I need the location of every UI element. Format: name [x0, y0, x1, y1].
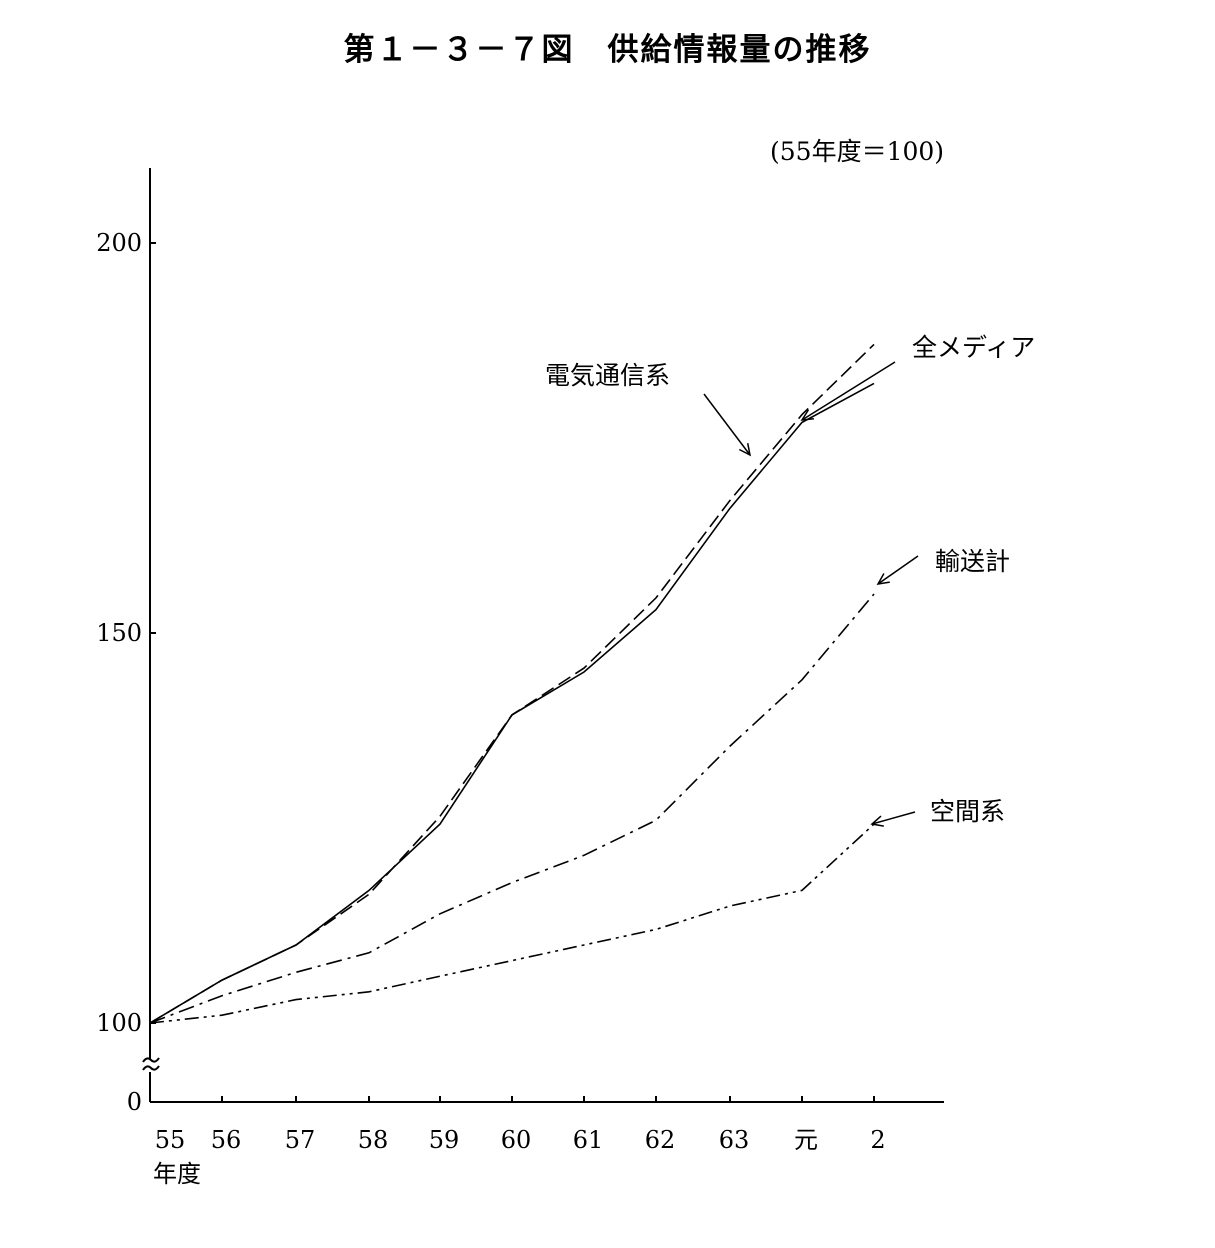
- axes: [142, 168, 944, 1103]
- y-tick-label: 200: [96, 229, 142, 257]
- x-tick-label: 59: [429, 1126, 460, 1154]
- x-tick-label: 60: [501, 1126, 532, 1154]
- chart-title: 第１－３－７図 供給情報量の推移: [343, 32, 872, 68]
- x-tick-label: 62: [645, 1126, 676, 1154]
- arrowhead: [870, 815, 884, 827]
- x-tick-label: 57: [285, 1126, 316, 1154]
- label-pointer-arrow: [801, 361, 896, 421]
- y-tick-label: 150: [96, 619, 142, 647]
- series-label: 電気通信系: [545, 361, 670, 390]
- series-line: [149, 823, 875, 1024]
- arrowhead: [800, 409, 814, 421]
- series-line: [149, 382, 875, 1024]
- arrowhead: [738, 443, 752, 457]
- x-tick-label: 61: [573, 1126, 604, 1154]
- series-label: 輸送計: [935, 547, 1010, 576]
- series-label: 空間系: [930, 797, 1005, 826]
- y-tick-label: 0: [127, 1088, 142, 1116]
- series-lines: [149, 343, 875, 1024]
- label-pointer-arrow: [877, 555, 919, 585]
- series-line: [149, 343, 875, 1024]
- x-tick-label: 58: [358, 1126, 389, 1154]
- axis-ticks: 200 150 100 0 55 56 57 58 59 60 61 62 63 元 2 年度: [96, 229, 885, 1188]
- axis-break-mark: [142, 1057, 160, 1071]
- series-label: 全メディア: [912, 333, 1035, 362]
- x-tick-label: 元: [794, 1126, 818, 1154]
- arrowhead: [876, 573, 890, 585]
- label-pointer-arrow: [871, 811, 916, 825]
- y-tick-label: 100: [96, 1009, 142, 1037]
- x-tick-label: 2: [870, 1126, 885, 1154]
- x-tick-label: 63: [719, 1126, 750, 1154]
- x-axis-label: 年度: [153, 1160, 201, 1188]
- label-pointer-arrow: [703, 393, 751, 456]
- x-tick-label: 56: [211, 1126, 242, 1154]
- base-year-note: (55年度＝100): [770, 137, 944, 166]
- x-tick-label: 55: [155, 1126, 186, 1154]
- series-line: [149, 593, 875, 1024]
